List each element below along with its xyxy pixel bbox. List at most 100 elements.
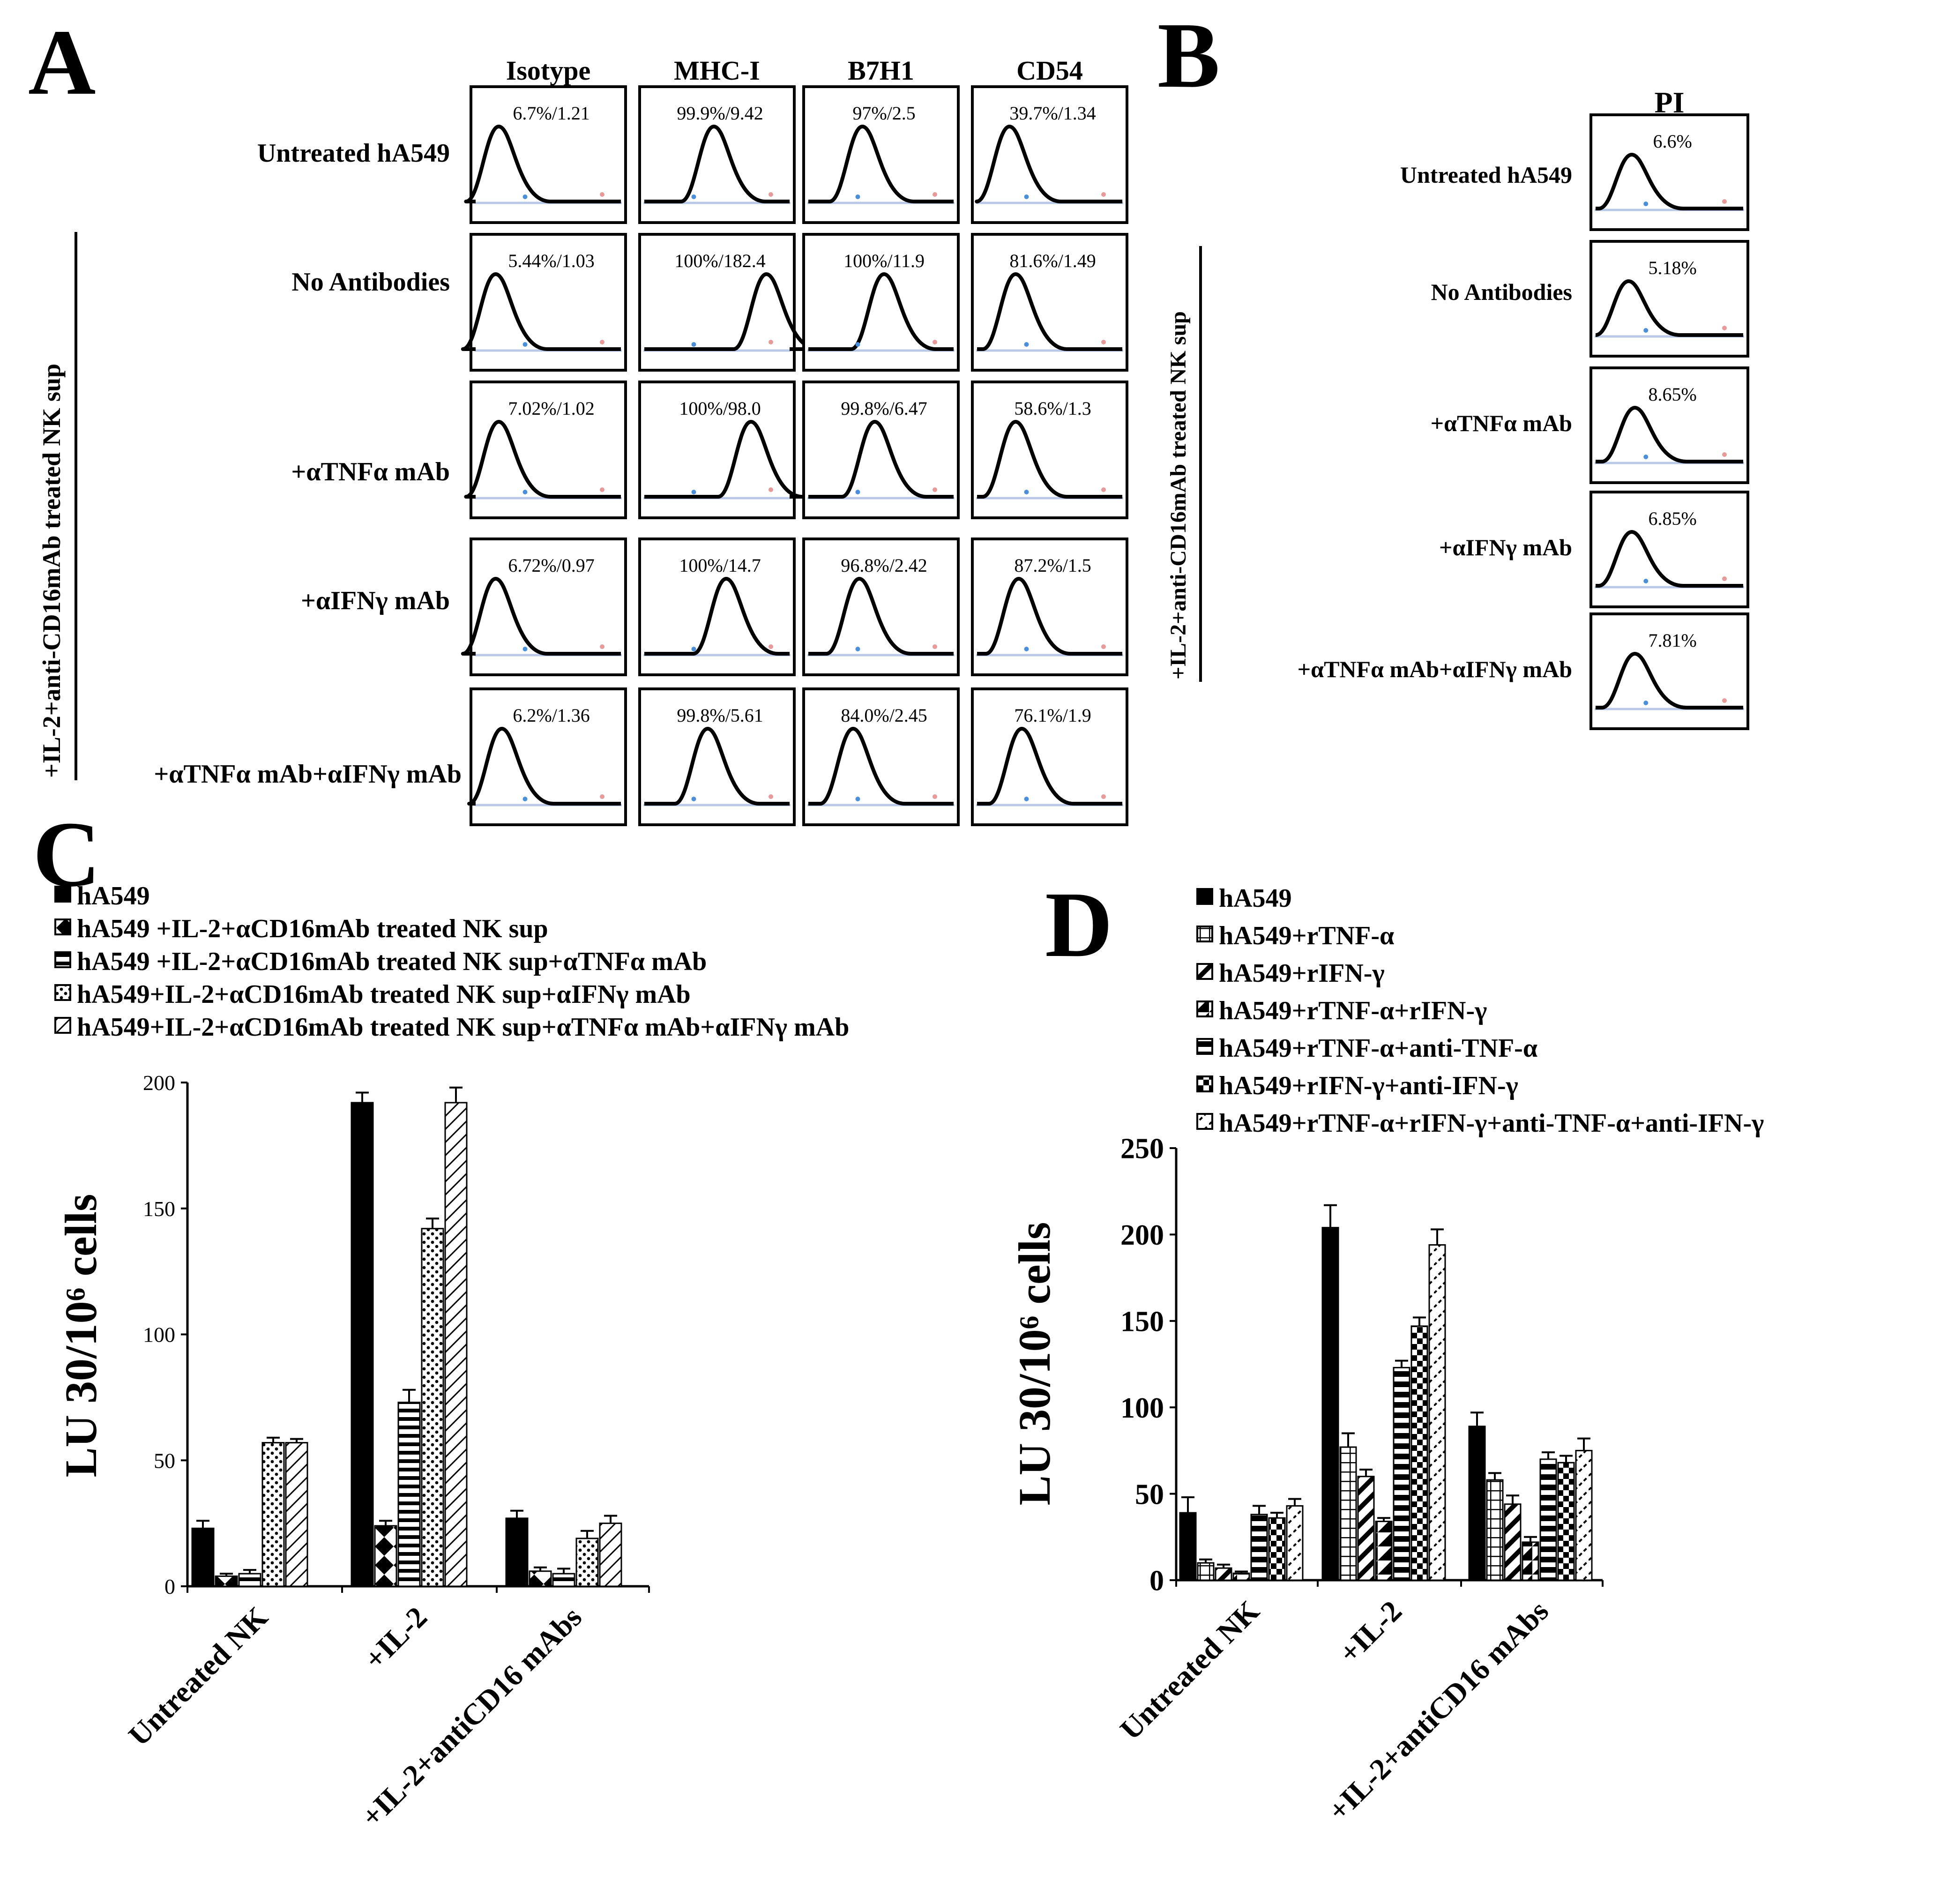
flow-histogram: 6.7%/1.21 xyxy=(464,85,627,224)
histogram-curve xyxy=(467,727,621,806)
histogram-curve xyxy=(1596,530,1743,588)
legend-swatch xyxy=(54,1017,71,1034)
histogram-value: 100%/98.0 xyxy=(679,398,761,419)
histogram-value: 100%/182.4 xyxy=(674,250,765,271)
histogram-value: 84.0%/2.45 xyxy=(841,705,927,726)
panel-c-bar-chart: hA549 hA549 +IL-2+αCD16mAb treated NK sup… xyxy=(54,881,849,1833)
histogram-curve xyxy=(808,727,954,806)
row-label: +αTNFα mAb xyxy=(291,457,450,486)
y-tick-label: 0 xyxy=(164,1575,175,1598)
histogram-frame xyxy=(971,687,1128,826)
legend-swatch xyxy=(1196,1113,1213,1130)
bar xyxy=(1268,1517,1286,1581)
legend-swatch xyxy=(1196,926,1213,942)
gate-dot xyxy=(1101,340,1106,344)
flow-histogram: 96.8%/2.42 xyxy=(802,538,960,676)
column-header: Isotype xyxy=(506,55,590,86)
gate-dot xyxy=(1643,328,1649,333)
bar xyxy=(1232,1572,1250,1581)
bar xyxy=(1504,1503,1522,1581)
bar xyxy=(575,1538,599,1587)
legend-entry: hA549+rIFN-γ xyxy=(1219,959,1385,988)
histogram-value: 6.85% xyxy=(1649,508,1697,529)
gate-dot xyxy=(769,192,773,197)
flow-histogram: 100%/11.9 xyxy=(802,233,960,372)
bar xyxy=(505,1517,529,1587)
flow-histogram: 100%/98.0 xyxy=(638,381,805,519)
category-label: Untreated NK xyxy=(1113,1594,1266,1747)
bar xyxy=(529,1570,552,1587)
histogram-value: 97%/2.5 xyxy=(852,103,915,124)
histogram-value: 39.7%/1.34 xyxy=(1009,103,1096,124)
legend-entry: hA549+rTNF-α xyxy=(1219,921,1394,950)
flow-histogram: 99.8%/5.61 xyxy=(638,687,796,826)
legend-swatch xyxy=(1196,1075,1213,1092)
histogram-curve xyxy=(1596,153,1743,210)
histogram-curve xyxy=(1596,406,1743,463)
histogram-value: 58.6%/1.3 xyxy=(1014,398,1091,419)
gate-dot xyxy=(1101,192,1106,197)
category-label: +IL-2 xyxy=(358,1600,433,1676)
histogram-curve xyxy=(461,577,621,656)
gate-dot xyxy=(855,490,860,494)
flow-histogram: 99.9%/9.42 xyxy=(638,85,796,224)
legend-entry: hA549+rTNF-α+anti-TNF-α xyxy=(1219,1034,1537,1063)
bar xyxy=(285,1442,308,1587)
gate-dot xyxy=(769,794,773,799)
histogram-curve xyxy=(644,577,790,656)
bar xyxy=(1197,1562,1215,1581)
legend-swatch xyxy=(1196,1038,1213,1055)
bar xyxy=(215,1575,238,1587)
gate-dot xyxy=(1643,579,1649,583)
gate-dot xyxy=(855,797,860,801)
bar xyxy=(397,1402,421,1587)
panel-a-letter: A xyxy=(28,11,96,114)
y-tick-label: 150 xyxy=(143,1197,175,1221)
gate-dot xyxy=(600,487,604,492)
y-axis-label: LU 30/10⁶ cells xyxy=(56,1194,106,1478)
row-label: +αIFNγ mAb xyxy=(301,586,450,615)
legend-entry: hA549+rIFN-γ+anti-IFN-γ xyxy=(1219,1071,1518,1100)
histogram-curve xyxy=(808,577,954,656)
gate-dot xyxy=(691,194,696,199)
flow-histogram: 84.0%/2.45 xyxy=(802,687,960,826)
gate-dot xyxy=(522,490,528,494)
legend-swatch xyxy=(1196,963,1213,980)
category-label: +IL-2 xyxy=(1332,1594,1408,1670)
legend-entry: hA549 +IL-2+αCD16mAb treated NK sup xyxy=(77,914,548,943)
y-tick-label: 50 xyxy=(1135,1478,1164,1510)
histogram-curve xyxy=(461,272,621,351)
y-axis-label: LU 30/10⁶ cells xyxy=(1009,1222,1060,1506)
bar xyxy=(191,1527,215,1587)
bar xyxy=(1357,1476,1375,1581)
legend-swatch xyxy=(54,918,71,935)
histogram-curve xyxy=(644,727,790,806)
pi-histogram: 7.81% xyxy=(1589,612,1749,730)
bar xyxy=(238,1573,261,1587)
gate-dot xyxy=(933,794,937,799)
gate-dot xyxy=(1722,199,1727,204)
histogram-value: 6.6% xyxy=(1653,131,1692,152)
gate-dot xyxy=(855,342,860,347)
bar xyxy=(1286,1505,1304,1581)
flow-histogram: 76.1%/1.9 xyxy=(971,687,1128,826)
bar xyxy=(351,1102,374,1587)
gate-dot xyxy=(769,340,773,344)
histogram-curve xyxy=(977,420,1122,499)
histogram-value: 6.7%/1.21 xyxy=(513,103,589,124)
histogram-value: 100%/14.7 xyxy=(679,555,761,576)
row-label: +αTNFα mAb+αIFNγ mAb xyxy=(1298,656,1572,682)
y-tick-label: 250 xyxy=(1120,1133,1164,1165)
gate-dot xyxy=(522,647,528,651)
column-header: MHC-I xyxy=(674,55,760,86)
histogram-value: 100%/11.9 xyxy=(843,250,925,271)
gate-dot xyxy=(769,644,773,649)
pi-histogram: 6.6% xyxy=(1589,113,1749,231)
bar xyxy=(1321,1227,1339,1581)
bar xyxy=(1215,1567,1232,1581)
row-label: +αTNFα mAb+αIFNγ mAb xyxy=(154,760,462,789)
gate-dot xyxy=(1722,452,1727,457)
row-label: +αIFNγ mAb xyxy=(1439,534,1572,560)
gate-dot xyxy=(522,342,528,347)
